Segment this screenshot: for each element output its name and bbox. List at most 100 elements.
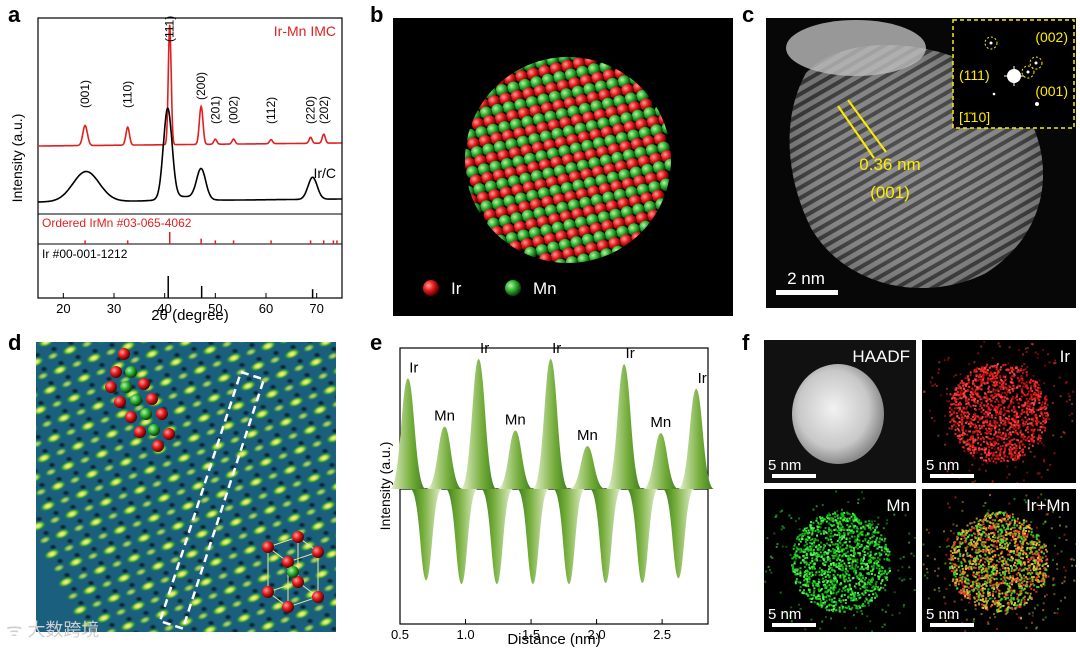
signal-dot [838, 610, 841, 613]
signal-dot [979, 368, 982, 371]
signal-dot [985, 395, 988, 398]
signal-dot [868, 526, 870, 529]
signal-dot [824, 518, 827, 521]
lattice-gap [128, 582, 136, 588]
signal-dot [851, 555, 854, 558]
signal-dot [986, 421, 989, 424]
lattice-gap [266, 418, 274, 424]
signal-dot [795, 546, 798, 549]
x-tick-label: 1.5 [522, 627, 540, 642]
signal-dot [851, 564, 854, 567]
lattice-spot [63, 508, 81, 520]
signal-dot [1007, 518, 1009, 521]
signal-dot [821, 521, 824, 524]
signal-dot [1011, 368, 1014, 371]
signal-dot [1044, 568, 1047, 571]
signal-dot [855, 627, 858, 630]
signal-dot [978, 424, 981, 427]
lattice-spot [242, 463, 256, 473]
signal-dot [797, 555, 800, 558]
signal-dot [831, 524, 834, 527]
signal-dot [993, 578, 996, 581]
signal-dot [1017, 599, 1020, 602]
signal-dot [886, 559, 889, 562]
signal-dot [830, 519, 833, 522]
signal-dot [822, 532, 825, 535]
signal-dot [989, 421, 992, 424]
signal-dot [865, 545, 868, 548]
signal-dot [1017, 369, 1020, 371]
signal-dot [1032, 374, 1035, 377]
signal-dot [1004, 433, 1007, 436]
signal-dot [818, 570, 821, 573]
lattice-spot [36, 452, 53, 464]
signal-dot [1003, 406, 1006, 409]
signal-dot [1047, 413, 1050, 416]
lattice-gap [198, 442, 206, 448]
signal-dot [871, 540, 874, 543]
signal-dot [1008, 415, 1011, 418]
signal-dot [998, 436, 1001, 438]
ir-peak [532, 359, 569, 489]
signal-dot [859, 568, 862, 571]
lattice-spot [268, 355, 282, 365]
signal-dot [981, 463, 984, 466]
signal-dot [999, 452, 1002, 455]
signal-dot [982, 369, 985, 372]
lattice-spot [101, 544, 119, 556]
signal-dot [1000, 609, 1003, 612]
signal-dot [962, 573, 965, 575]
lattice-gap [106, 458, 114, 464]
lattice-spot [84, 387, 98, 397]
lattice-gap [132, 350, 140, 356]
ir-atom [509, 240, 522, 254]
signal-dot [971, 446, 974, 449]
signal-dot [952, 394, 955, 397]
lattice-gap [258, 602, 266, 608]
signal-dot [851, 530, 854, 533]
signal-dot [961, 416, 963, 419]
signal-dot [953, 397, 956, 399]
signal-dot [805, 527, 808, 529]
signal-dot [793, 553, 796, 556]
mn-atom [588, 250, 602, 263]
signal-dot [957, 429, 960, 432]
signal-dot [997, 539, 1000, 542]
signal-dot [975, 537, 978, 540]
signal-dot [1007, 362, 1010, 365]
signal-dot [866, 552, 869, 555]
signal-dot [1037, 539, 1040, 542]
ir-atom [282, 556, 294, 568]
signal-dot [958, 424, 960, 427]
signal-dot [799, 589, 802, 592]
signal-dot [991, 525, 994, 528]
signal-dot [859, 587, 862, 590]
ir-atom [292, 531, 304, 543]
signal-dot [838, 609, 841, 612]
signal-dot [823, 595, 826, 598]
ir-map: Ir 5 nm [922, 340, 1076, 483]
lattice-gap [68, 422, 76, 428]
signal-dot [876, 543, 879, 546]
signal-dot [964, 609, 967, 612]
signal-dot [799, 562, 802, 564]
signal-dot [822, 580, 825, 583]
signal-dot [930, 417, 933, 419]
lattice-gap [108, 622, 116, 628]
signal-dot [1025, 548, 1028, 551]
lattice-gap [180, 366, 188, 372]
signal-dot [1028, 422, 1031, 425]
signal-dot [1007, 558, 1010, 561]
signal-dot [811, 582, 814, 585]
signal-dot [1020, 381, 1023, 384]
signal-dot [860, 610, 863, 613]
signal-dot [843, 580, 846, 583]
signal-dot [1041, 401, 1044, 404]
signal-dot [938, 368, 940, 371]
signal-dot [818, 554, 820, 557]
signal-dot [842, 548, 845, 551]
signal-dot [1032, 541, 1035, 543]
signal-dot [981, 416, 984, 418]
signal-dot [985, 400, 988, 403]
signal-dot [833, 577, 835, 580]
